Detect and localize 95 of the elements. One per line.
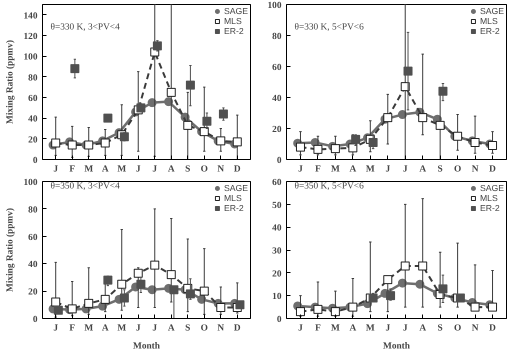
x-tick-label: M — [366, 324, 375, 334]
x-tick-label: S — [438, 324, 443, 334]
legend-label: ER-2 — [480, 26, 500, 36]
annotation: θ=330 K, 3<PV<4 — [50, 22, 120, 32]
legend-label: SAGE — [224, 6, 248, 16]
y-tick-label: 30 — [272, 246, 282, 256]
y-tick-label: 80 — [272, 32, 282, 42]
x-tick-label: J — [402, 324, 408, 334]
x-tick-label: M — [330, 164, 340, 174]
legend-label: MLS — [224, 16, 243, 26]
y-tick-label: 50 — [272, 200, 282, 211]
x-tick-label: J — [298, 324, 304, 334]
x-tick-label: J — [53, 164, 58, 174]
y-tick-label: 60 — [28, 94, 38, 104]
x-tick-label: F — [69, 324, 76, 334]
x-axis-title: Month — [383, 342, 411, 352]
x-tick-label: A — [168, 164, 175, 174]
y-tick-label: 20 — [28, 288, 38, 298]
y-tick-label: 60 — [28, 232, 38, 243]
annotation: θ=350 K, 5<PV<6 — [294, 182, 364, 192]
y-tick-label: 40 — [272, 224, 282, 234]
x-tick-label: M — [330, 324, 340, 334]
x-tick-label: A — [102, 164, 109, 174]
y-tick-label: 60 — [272, 63, 282, 73]
x-tick-label: O — [200, 324, 208, 334]
y-tick-label: 20 — [272, 269, 282, 280]
y-tick-label: 100 — [268, 1, 282, 11]
x-tick-label: D — [234, 324, 241, 334]
legend-label: SAGE — [480, 183, 504, 193]
x-tick-label: S — [438, 164, 443, 174]
x-tick-label: F — [315, 324, 322, 334]
y-tick-label: 40 — [28, 260, 38, 270]
x-tick-label: A — [102, 324, 109, 334]
x-tick-label: J — [402, 164, 408, 174]
y-tick-label: 40 — [272, 94, 282, 104]
x-tick-label: A — [419, 324, 426, 334]
x-tick-label: D — [234, 164, 241, 174]
x-tick-label: J — [53, 324, 58, 334]
y-tick-label: 20 — [28, 135, 38, 146]
x-tick-label: A — [349, 324, 356, 334]
y-tick-label: 20 — [272, 125, 282, 135]
x-tick-label: A — [419, 164, 426, 174]
x-tick-label: N — [472, 164, 479, 174]
x-tick-label: J — [152, 164, 158, 174]
x-tick-label: O — [200, 164, 208, 174]
y-tick-label: 0 — [276, 315, 282, 325]
x-tick-label: A — [349, 164, 356, 174]
x-tick-label: O — [454, 324, 462, 334]
x-tick-label: M — [117, 324, 126, 334]
legend-label: MLS — [224, 193, 243, 203]
x-tick-label: M — [84, 164, 94, 174]
x-tick-label: F — [69, 164, 76, 174]
x-tick-label: M — [117, 164, 126, 174]
x-tick-label: J — [385, 164, 390, 174]
x-tick-label: M — [366, 164, 375, 174]
y-tick-label: 40 — [28, 114, 38, 125]
x-tick-label: N — [217, 324, 224, 334]
y-tick-label: 100 — [24, 52, 38, 63]
y-tick-label: 140 — [24, 11, 38, 22]
annotation: θ=350 K, 3<PV<4 — [50, 182, 120, 192]
y-tick-label: 80 — [28, 205, 38, 216]
x-tick-label: A — [168, 324, 175, 334]
annotation: θ=330 K, 5<PV<6 — [294, 22, 364, 32]
legend-label: SAGE — [480, 6, 504, 16]
x-tick-label: N — [217, 164, 224, 174]
legend-label: SAGE — [224, 183, 248, 193]
y-tick-label: 0 — [276, 156, 282, 166]
y-tick-label: 120 — [24, 32, 38, 42]
x-tick-label: D — [489, 324, 496, 334]
legend-label: ER-2 — [224, 26, 244, 36]
x-tick-label: J — [385, 324, 390, 334]
y-axis-title: Mixing Ratio (ppmv) — [6, 208, 16, 292]
x-tick-label: J — [136, 164, 141, 174]
x-axis-title: Month — [133, 342, 161, 352]
legend-label: MLS — [480, 193, 499, 203]
x-tick-label: J — [136, 324, 141, 334]
y-tick-label: 60 — [272, 178, 282, 188]
legend-label: ER-2 — [224, 203, 244, 213]
y-tick-label: 10 — [272, 292, 282, 302]
x-tick-label: S — [185, 324, 190, 334]
x-tick-label: S — [185, 164, 190, 174]
x-tick-label: D — [489, 164, 496, 174]
x-tick-label: F — [315, 164, 322, 174]
legend-label: ER-2 — [480, 203, 500, 213]
y-tick-label: 0 — [32, 315, 38, 325]
x-tick-label: M — [84, 324, 94, 334]
y-tick-label: 100 — [24, 178, 38, 188]
x-tick-label: O — [454, 164, 462, 174]
legend-label: MLS — [480, 16, 499, 26]
y-tick-label: 0 — [32, 156, 38, 166]
x-tick-label: J — [152, 324, 158, 334]
x-tick-label: J — [298, 164, 304, 174]
y-tick-label: 80 — [28, 73, 38, 84]
y-axis-title: Mixing Ratio (ppmv) — [6, 40, 16, 124]
x-tick-label: N — [472, 324, 479, 334]
